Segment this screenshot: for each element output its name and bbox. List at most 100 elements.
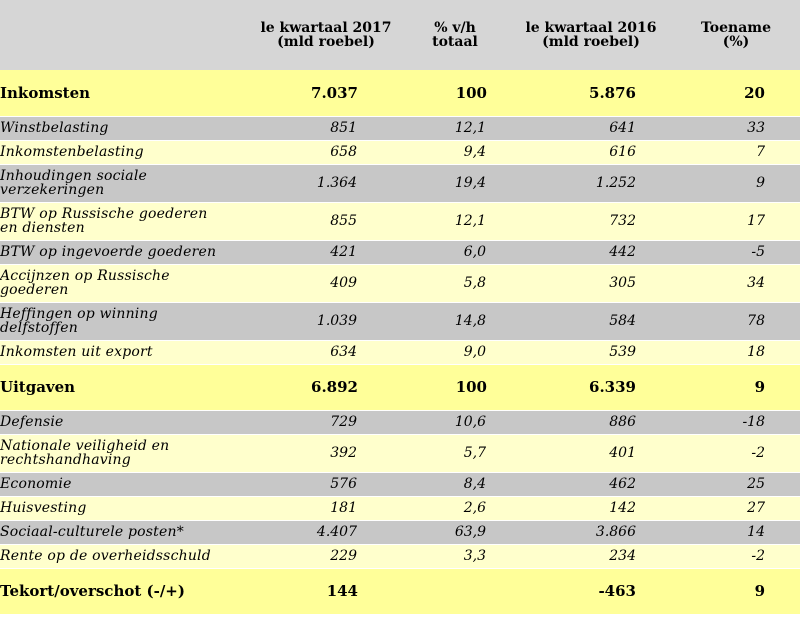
value-q1-2017: 392: [252, 433, 400, 472]
value-share: 12,1: [400, 115, 510, 140]
header-q1-2017-line1: le kwartaal 2017: [260, 20, 392, 36]
header-share: % v/h totaal: [400, 0, 510, 70]
value-q1-2017: 658: [252, 139, 400, 164]
value-q1-2017: 6.892: [252, 363, 400, 410]
value-growth: 18: [672, 339, 800, 364]
value-q1-2016: 886: [510, 409, 672, 434]
value-q1-2016: 539: [510, 339, 672, 364]
value-share: 63,9: [400, 519, 510, 544]
value-growth: -2: [672, 433, 800, 472]
value-share: 2,6: [400, 495, 510, 520]
value-q1-2017: 634: [252, 339, 400, 364]
value-share: 100: [400, 70, 510, 116]
table-row: Defensie 729 10,6 886 -18: [0, 409, 800, 434]
row-label: Rente op de overheidsschuld: [0, 543, 252, 568]
value-share: 5,7: [400, 433, 510, 472]
value-growth: 25: [672, 471, 800, 496]
row-label-line: Accijnzen op Russische: [0, 268, 170, 284]
table-row: Economie 576 8,4 462 25: [0, 471, 800, 496]
value-q1-2016: 1.252: [510, 163, 672, 202]
value-q1-2016: 641: [510, 115, 672, 140]
table-row: Rente op de overheidsschuld 229 3,3 234 -2: [0, 543, 800, 568]
table-body: Inkomsten 7.037 100 5.876 20 Winstbelasting 85…: [0, 70, 800, 614]
table-row: Heffingen op winning delfstoffen 1.039 14,8…: [0, 301, 800, 340]
value-q1-2016: 142: [510, 495, 672, 520]
value-growth: -18: [672, 409, 800, 434]
row-label-line: rechtshandhaving: [0, 452, 131, 468]
header-growth-line2: (%): [722, 34, 750, 50]
row-label-line: Nationale veiligheid en: [0, 438, 170, 454]
row-label: Nationale veiligheid en rechtshandhaving: [0, 433, 252, 472]
value-share: 12,1: [400, 201, 510, 240]
value-growth: 27: [672, 495, 800, 520]
table-row: Inkomstenbelasting 658 9,4 616 7: [0, 139, 800, 164]
value-q1-2016: 305: [510, 263, 672, 302]
header-label-cell: [0, 0, 252, 70]
value-growth: 34: [672, 263, 800, 302]
row-label: BTW op Russische goederen en diensten: [0, 201, 252, 240]
row-label: Sociaal-culturele posten*: [0, 519, 252, 544]
header-q1-2016: le kwartaal 2016 (mld roebel): [510, 0, 672, 70]
value-share: 6,0: [400, 239, 510, 264]
budget-table: le kwartaal 2017 (mld roebel) % v/h tota…: [0, 0, 800, 614]
row-label-line: Inhoudingen sociale: [0, 168, 148, 184]
header-share-line2: totaal: [432, 34, 478, 50]
header-q1-2016-line1: le kwartaal 2016: [525, 20, 657, 36]
row-label-line: Heffingen op winning: [0, 306, 158, 322]
row-label-line: BTW op Russische goederen: [0, 206, 208, 222]
value-q1-2016: 401: [510, 433, 672, 472]
value-growth: 9: [672, 363, 800, 410]
header-growth-line1: Toename: [700, 20, 772, 36]
row-label: Winstbelasting: [0, 115, 252, 140]
value-share: 9,4: [400, 139, 510, 164]
value-q1-2016: 442: [510, 239, 672, 264]
value-q1-2017: 181: [252, 495, 400, 520]
table-row: BTW op ingevoerde goederen 421 6,0 442 -5: [0, 239, 800, 264]
header-q1-2016-line2: (mld roebel): [542, 34, 640, 50]
value-q1-2016: 584: [510, 301, 672, 340]
value-share: [400, 567, 510, 614]
table-row: Huisvesting 181 2,6 142 27: [0, 495, 800, 520]
value-q1-2017: 576: [252, 471, 400, 496]
value-share: 100: [400, 363, 510, 410]
row-label: Economie: [0, 471, 252, 496]
header-q1-2017-line2: (mld roebel): [277, 34, 375, 50]
header-q1-2017: le kwartaal 2017 (mld roebel): [252, 0, 400, 70]
value-q1-2016: 6.339: [510, 363, 672, 410]
section-label: Tekort/overschot (-/+): [0, 567, 252, 614]
value-growth: 7: [672, 139, 800, 164]
row-label: Inkomstenbelasting: [0, 139, 252, 164]
value-share: 14,8: [400, 301, 510, 340]
value-share: 8,4: [400, 471, 510, 496]
value-share: 19,4: [400, 163, 510, 202]
row-label-line: en diensten: [0, 220, 85, 236]
row-label: BTW op ingevoerde goederen: [0, 239, 252, 264]
table-row: Accijnzen op Russische goederen 409 5,8 305 3…: [0, 263, 800, 302]
section-label: Uitgaven: [0, 363, 252, 410]
value-q1-2017: 229: [252, 543, 400, 568]
value-growth: 14: [672, 519, 800, 544]
table-row: Inhoudingen sociale verzekeringen 1.364 19,…: [0, 163, 800, 202]
value-growth: 78: [672, 301, 800, 340]
table-row: Sociaal-culturele posten* 4.407 63,9 3.866 1…: [0, 519, 800, 544]
value-q1-2016: -463: [510, 567, 672, 614]
value-growth: 33: [672, 115, 800, 140]
row-label: Inhoudingen sociale verzekeringen: [0, 163, 252, 202]
value-growth: 9: [672, 163, 800, 202]
value-q1-2017: 729: [252, 409, 400, 434]
value-q1-2017: 855: [252, 201, 400, 240]
header-row: le kwartaal 2017 (mld roebel) % v/h tota…: [0, 0, 800, 70]
value-q1-2016: 462: [510, 471, 672, 496]
section-row: Inkomsten 7.037 100 5.876 20: [0, 70, 800, 116]
value-share: 9,0: [400, 339, 510, 364]
row-label: Huisvesting: [0, 495, 252, 520]
value-q1-2016: 616: [510, 139, 672, 164]
row-label: Accijnzen op Russische goederen: [0, 263, 252, 302]
value-growth: 20: [672, 70, 800, 116]
header-growth: Toename (%): [672, 0, 800, 70]
value-q1-2017: 421: [252, 239, 400, 264]
section-row: Tekort/overschot (-/+) 144 -463 9: [0, 567, 800, 614]
value-q1-2017: 1.039: [252, 301, 400, 340]
table-row: BTW op Russische goederen en diensten 855 1…: [0, 201, 800, 240]
table-row: Winstbelasting 851 12,1 641 33: [0, 115, 800, 140]
